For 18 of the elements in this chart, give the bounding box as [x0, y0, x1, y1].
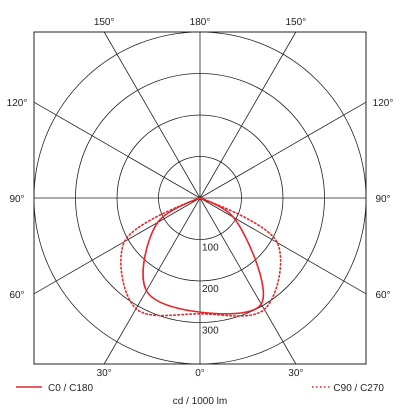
spoke-label: 180° [190, 17, 210, 28]
y-tick-label: 200 [202, 284, 220, 295]
text: cd / 1000 lm [172, 396, 228, 407]
spoke-label: 120° [6, 98, 28, 110]
legend-label: C0 / C180 [48, 383, 94, 394]
spoke-label: 0° [195, 368, 205, 379]
spoke-label: 120° [372, 98, 394, 110]
spoke-label: 60° [9, 290, 25, 301]
spoke-label: 90° [375, 194, 391, 205]
legend-label: C90 / C270 [333, 383, 384, 394]
spoke-label: 90° [9, 194, 25, 205]
spoke-label: 150° [94, 17, 115, 28]
spoke-label: 30° [288, 368, 304, 379]
y-tick-label: 300 [202, 326, 220, 336]
y-tick-label: 100 [202, 242, 220, 254]
spoke-label: 150° [285, 17, 306, 28]
spoke-label: 30° [96, 368, 112, 379]
spoke-label: 60° [375, 290, 391, 301]
